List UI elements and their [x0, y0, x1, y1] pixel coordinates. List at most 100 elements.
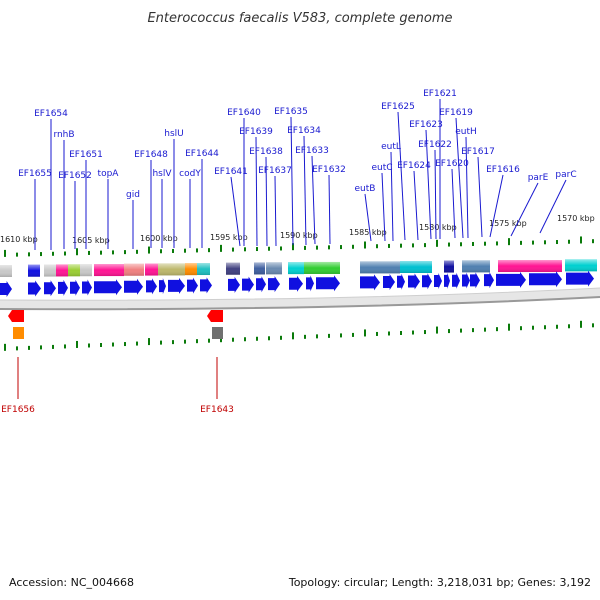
scale-tick	[520, 326, 522, 331]
cog-segment-shade	[68, 264, 80, 277]
scale-tick	[64, 251, 66, 256]
scale-label: 1575 kbp	[489, 219, 527, 228]
scale-tick	[292, 332, 294, 340]
leader-eutl	[390, 151, 394, 242]
scale-tick	[124, 250, 126, 255]
cog-segment-shade	[28, 264, 40, 277]
scale-tick	[160, 340, 162, 345]
gene-label-ef1621: EF1621	[423, 89, 457, 99]
gene-label-ef1638: EF1638	[249, 147, 283, 157]
scale-tick	[280, 246, 282, 251]
leader-eutb	[364, 193, 372, 242]
scale-tick	[40, 252, 42, 257]
gene-arrow	[159, 278, 166, 295]
scale-tick	[244, 337, 246, 342]
scale-tick	[580, 320, 582, 328]
gene-label-ef1644: EF1644	[185, 149, 219, 159]
scale-tick	[568, 239, 570, 244]
gene-arrow	[422, 273, 432, 290]
cog-segment-shade	[0, 265, 12, 277]
gene-arrow	[256, 276, 266, 293]
scale-tick	[28, 345, 30, 350]
scale-tick	[352, 332, 354, 337]
scale-tick	[376, 331, 378, 336]
scale-tick	[436, 326, 438, 334]
gene-arrow	[408, 273, 420, 290]
scale-tick	[232, 247, 234, 252]
scale-tick	[148, 246, 150, 254]
scale-tick	[184, 339, 186, 344]
scale-tick	[544, 240, 546, 245]
cog-segment-shade	[288, 262, 304, 275]
scale-tick	[532, 325, 534, 330]
forward-cog-segments	[0, 259, 597, 277]
gene-label-ef1635: EF1635	[274, 107, 308, 117]
gene-label-ef1634: EF1634	[287, 126, 321, 136]
gene-arrow	[470, 272, 480, 289]
scale-tick	[124, 342, 126, 347]
gene-arrow	[306, 275, 314, 292]
scale-tick	[364, 241, 366, 249]
gene-arrow	[434, 273, 442, 290]
gene-arrow	[0, 281, 12, 297]
scale-tick	[400, 331, 402, 335]
accession-text: Accession: NC_004668	[9, 576, 134, 589]
leader-eutc	[381, 172, 386, 242]
cog-segment-shade	[185, 263, 197, 276]
scale-tick	[112, 250, 114, 255]
reverse-cog-segment	[13, 327, 24, 339]
gene-arrow	[44, 280, 56, 297]
scale-tick	[484, 327, 486, 332]
scale-tick	[112, 342, 114, 347]
scale-tick	[388, 243, 390, 248]
gene-label-ef1633: EF1633	[295, 146, 329, 156]
cog-segment-shade	[254, 262, 265, 275]
gene-label-ef1625: EF1625	[381, 102, 415, 112]
reverse-gene-ef1656: EF1656	[1, 310, 35, 415]
cog-segment-shade	[498, 260, 562, 273]
cog-segment-shade	[444, 260, 454, 273]
scale-tick	[508, 238, 510, 246]
gene-label-eutc: eutC	[371, 163, 392, 173]
scale-label: 1595 kbp	[210, 233, 248, 242]
scale-tick	[4, 249, 6, 257]
gene-arrow	[168, 277, 185, 294]
leader-ef1634	[303, 135, 307, 246]
gene-arrow	[444, 272, 450, 289]
scale-tick	[304, 245, 306, 250]
gene-arrow	[566, 270, 594, 287]
gene-arrow	[82, 279, 92, 296]
cog-segment-shade	[360, 261, 400, 274]
gene-arrow	[316, 275, 340, 292]
scale-tick	[592, 323, 594, 328]
scale-tick	[340, 333, 342, 338]
map-title: Enterococcus faecalis V583, complete gen…	[147, 11, 452, 26]
gene-label-ef1619: EF1619	[439, 108, 473, 118]
leader-ef1625	[397, 111, 406, 241]
scale-labels: 1610 kbp 1605 kbp 1600 kbp 1595 kbp 1590 kbp…	[0, 214, 595, 245]
scale-tick	[448, 242, 450, 247]
scale-tick	[556, 240, 558, 245]
scale-tick	[472, 241, 474, 246]
scale-tick	[328, 245, 330, 250]
scale-tick	[52, 251, 54, 256]
scale-tick	[268, 246, 270, 251]
leader-ef1619	[455, 117, 464, 239]
scale-tick	[532, 240, 534, 245]
scale-tick	[64, 344, 66, 349]
leader-ef1624	[413, 170, 419, 241]
leader-ef1638	[265, 156, 268, 247]
gene-label-ef1637: EF1637	[258, 166, 292, 176]
scale-tick	[412, 243, 414, 248]
scale-tick	[460, 242, 462, 247]
cog-segment-shade	[44, 264, 56, 277]
gene-label-ef1655: EF1655	[18, 169, 52, 179]
gene-label-rnhb: rnhB	[53, 130, 74, 140]
scale-tick	[268, 336, 270, 341]
gene-arrow	[496, 271, 526, 288]
scale-tick	[16, 346, 18, 351]
cog-segment-shade	[226, 262, 240, 275]
gene-label-eutb: eutB	[355, 184, 376, 194]
scale-tick	[388, 331, 390, 336]
scale-label: 1580 kbp	[419, 223, 457, 232]
